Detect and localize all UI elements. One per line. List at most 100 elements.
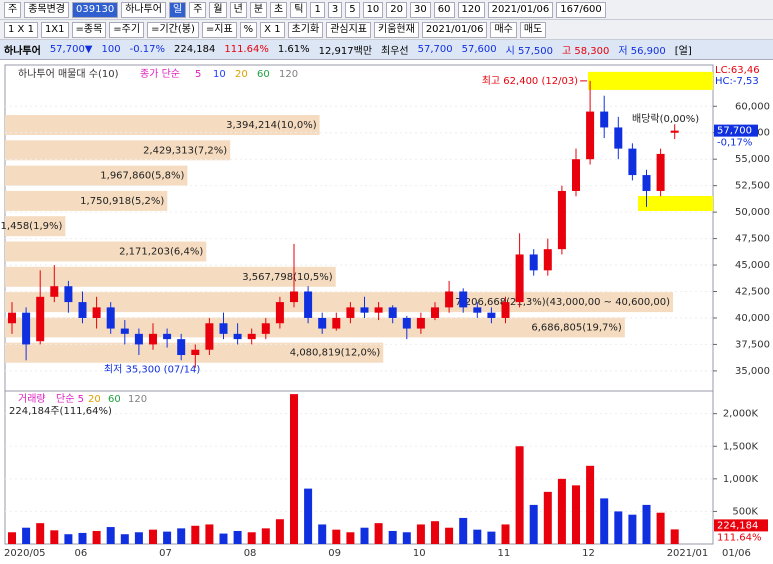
quote-change: 100 bbox=[101, 44, 121, 55]
y-tick-label: 1,000K bbox=[723, 474, 759, 485]
candle-body bbox=[628, 148, 637, 176]
volume-bar bbox=[388, 530, 397, 544]
volume-bar bbox=[8, 532, 16, 544]
toolbar-button[interactable]: 주 bbox=[4, 1, 22, 18]
volume-bar bbox=[177, 528, 186, 544]
toolbar-button[interactable]: 년 bbox=[229, 1, 247, 18]
toolbar-button[interactable]: 월 bbox=[209, 1, 227, 18]
volume-bar bbox=[459, 517, 468, 544]
toolbar-button[interactable]: 1 bbox=[310, 1, 325, 18]
toolbar-button[interactable]: 초기화 bbox=[287, 21, 324, 38]
quote-volume-ratio: 111.64% bbox=[224, 44, 269, 55]
toolbar-button[interactable]: 3 bbox=[327, 1, 343, 18]
toolbar-button[interactable]: =종목 bbox=[71, 21, 107, 38]
ma-legend: 10 bbox=[213, 69, 226, 80]
volume-bar bbox=[205, 524, 214, 544]
quote-turnover: 1.61% bbox=[277, 44, 310, 55]
toolbar-button[interactable]: =주기 bbox=[109, 21, 145, 38]
y-tick-label: 47,500 bbox=[735, 234, 770, 245]
toolbar-button[interactable]: 종목변경 bbox=[24, 1, 70, 18]
volume-bar bbox=[600, 498, 609, 544]
volume-bar bbox=[318, 524, 327, 544]
volume-bar bbox=[332, 529, 341, 544]
toolbar-button[interactable]: 1X1 bbox=[40, 21, 69, 38]
volume-bar bbox=[642, 504, 651, 544]
highlight bbox=[588, 71, 713, 90]
toolbar-button[interactable]: 매수 bbox=[490, 21, 517, 38]
volume-profile-bar bbox=[5, 241, 207, 262]
y-tick-label: 45,000 bbox=[735, 260, 770, 271]
volume-bar bbox=[290, 394, 298, 544]
y-tick-label: 60,000 bbox=[735, 101, 770, 112]
candle-body bbox=[120, 328, 129, 334]
volume-profile-label: 2,429,313(7,2%) bbox=[143, 145, 227, 156]
volume-bar bbox=[402, 532, 411, 544]
candle-body bbox=[332, 317, 341, 329]
toolbar-button[interactable]: 10 bbox=[362, 1, 384, 18]
volume-bar bbox=[233, 530, 242, 544]
x-tick-label: 2021/01 bbox=[667, 548, 709, 559]
toolbar-button[interactable]: 2021/01/06 bbox=[421, 21, 488, 38]
dividend-label: 배당락(0,00%) bbox=[632, 113, 699, 125]
candle-body bbox=[247, 333, 256, 340]
toolbar-button[interactable]: 2021/01/06 bbox=[487, 1, 554, 18]
toolbar-button[interactable]: % bbox=[239, 21, 258, 38]
candle-body bbox=[388, 307, 397, 318]
candle-body bbox=[22, 312, 31, 345]
toolbar-button[interactable]: 20 bbox=[386, 1, 408, 18]
volume-profile-label: 4,080,819(12,0%) bbox=[290, 348, 381, 359]
toolbar-button[interactable]: 167/600 bbox=[556, 1, 606, 18]
quote-rate: -0.17% bbox=[129, 44, 165, 55]
toolbar-button[interactable]: 30 bbox=[410, 1, 431, 18]
volume-bar bbox=[163, 531, 172, 544]
last-price: 57,700 bbox=[717, 126, 752, 137]
candle-body bbox=[106, 307, 115, 329]
toolbar-button[interactable]: X 1 bbox=[260, 21, 285, 38]
volume-profile-bar bbox=[5, 115, 320, 135]
toolbar-button[interactable]: 일 bbox=[169, 1, 187, 18]
volume-profile-bar bbox=[5, 266, 336, 287]
toolbar-button[interactable]: 주 bbox=[189, 1, 207, 18]
candle-body bbox=[431, 307, 439, 318]
toolbar-button[interactable]: 틱 bbox=[290, 1, 308, 18]
volume-legend: 120 bbox=[128, 394, 147, 405]
toolbar-button[interactable]: 키움현재 bbox=[374, 21, 419, 38]
volume-bar bbox=[360, 527, 369, 544]
low-label: 최저 35,300 (07/14) bbox=[104, 364, 200, 376]
quote-volume: 224,184 bbox=[173, 44, 216, 55]
quote-open: 시 57,500 bbox=[505, 46, 553, 57]
toolbar-button[interactable]: 초 bbox=[270, 1, 288, 18]
toolbar-button[interactable]: 60 bbox=[433, 1, 455, 18]
y-tick-label: 2,000K bbox=[723, 409, 759, 420]
volume-panel bbox=[4, 390, 714, 545]
x-tick-label: 2020/05 bbox=[4, 548, 46, 559]
candle-body bbox=[50, 286, 59, 297]
hc-label: HC:-7,53 bbox=[715, 76, 759, 87]
candle-body bbox=[473, 307, 482, 313]
volume-profile-label: 6,686,805(19,7%) bbox=[531, 322, 622, 333]
candle-body bbox=[78, 302, 87, 318]
toolbar-button[interactable]: 관심지표 bbox=[326, 21, 371, 38]
toolbar-button[interactable]: =지표 bbox=[201, 21, 237, 38]
toolbar-button[interactable]: 1 X 1 bbox=[4, 21, 38, 38]
x-tick-label: 11 bbox=[498, 548, 511, 559]
toolbar-button[interactable]: 120 bbox=[457, 1, 485, 18]
volume-bar bbox=[50, 530, 59, 544]
candle-body bbox=[233, 333, 242, 340]
candle-body bbox=[670, 130, 679, 133]
x-tick-label: 07 bbox=[159, 548, 172, 559]
toolbar-button[interactable]: 5 bbox=[345, 1, 360, 18]
toolbar-button[interactable]: 분 bbox=[249, 1, 268, 18]
quote-bid: 57,600 bbox=[461, 44, 497, 55]
toolbar-button[interactable]: =기간(봉) bbox=[147, 21, 199, 38]
volume-bar bbox=[670, 529, 679, 544]
candle-body bbox=[614, 127, 623, 149]
volume-bar bbox=[487, 531, 496, 544]
toolbar-button[interactable]: 하나투어 bbox=[121, 1, 167, 18]
x-last-date: 01/06 bbox=[722, 548, 751, 559]
toolbar-button[interactable]: 039130 bbox=[72, 1, 119, 18]
candle-body bbox=[163, 333, 172, 340]
volume-bar bbox=[134, 532, 143, 544]
toolbar-button[interactable]: 매도 bbox=[519, 21, 547, 38]
ma-legend: 종가 단순 bbox=[140, 68, 180, 80]
